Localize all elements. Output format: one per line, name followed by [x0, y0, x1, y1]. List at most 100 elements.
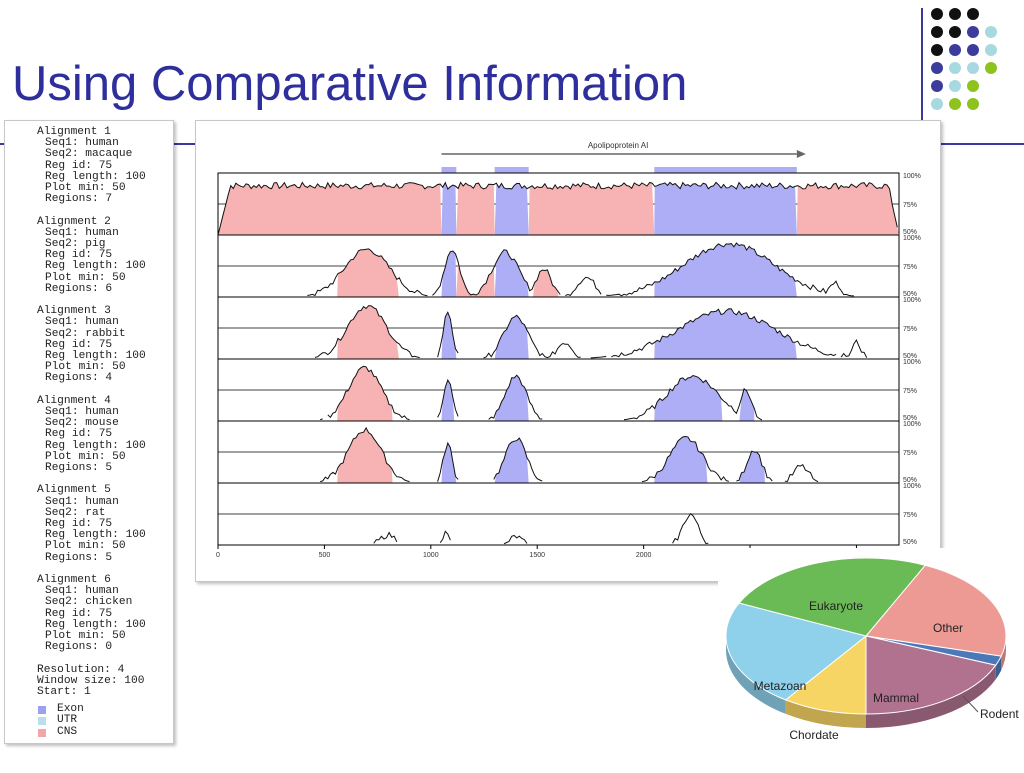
legend-line: Plot min: 50: [45, 271, 126, 284]
legend-line: Reg length: 100: [45, 170, 146, 183]
legend-line: Seq1: human: [45, 406, 119, 418]
legend-line: Alignment 2: [37, 215, 111, 228]
decor-dot: [967, 80, 979, 92]
decor-dot: [949, 80, 961, 92]
legend-line: Reg id: 75: [45, 607, 113, 620]
legend-line: Seq2: pig: [45, 238, 106, 250]
exon-region: [654, 182, 797, 235]
conservation-curve: [314, 305, 868, 359]
exon-region: [441, 380, 455, 421]
decor-dot: [949, 8, 961, 20]
decor-dot: [931, 98, 943, 110]
exon-region: [494, 375, 529, 421]
legend-line: Reg length: 100: [45, 260, 146, 273]
pie-label-eukaryote: Eukaryote: [809, 599, 863, 613]
legend-line: Reg id: 75: [45, 159, 113, 172]
x-tick-label: 1500: [529, 552, 545, 559]
exon-region: [654, 243, 797, 297]
pie-side-other: [1001, 636, 1006, 671]
legend-line: Alignment 5: [37, 484, 111, 497]
legend-key-label: CNS: [57, 725, 78, 738]
legend-line: Regions: 5: [45, 551, 113, 564]
decor-dot: [931, 44, 943, 56]
decor-dot: [949, 26, 961, 38]
decor-vertical-rule: [921, 8, 923, 144]
exon-region: [441, 251, 457, 297]
exon-region: [494, 249, 529, 297]
decor-dot: [985, 26, 997, 38]
exon-region: [494, 183, 529, 235]
x-tick-label: 0: [216, 552, 220, 559]
legend-line: Seq1: human: [45, 495, 119, 508]
exon-region: [739, 451, 765, 483]
x-tick-label: 500: [319, 552, 331, 559]
x-tick-label: 2000: [636, 552, 652, 559]
cns-region: [456, 261, 495, 297]
exon-region: [441, 312, 457, 359]
pie-chart-panel: Eukaryote Other Metazoan Mammal Rodent Chorda…: [718, 548, 1024, 768]
pie-slice-mammal: [865, 635, 997, 715]
legend-swatch-exon: [38, 706, 46, 715]
exon-region: [441, 443, 457, 483]
decor-dot: [967, 8, 979, 20]
legend-line: Regions: 0: [45, 641, 113, 654]
decor-dot: [949, 62, 961, 74]
decor-dot: [931, 8, 943, 20]
exon-region: [494, 315, 529, 359]
exon-region: [441, 182, 457, 235]
cns-region: [456, 182, 495, 235]
legend-line: Regions: 5: [45, 462, 113, 474]
vista-plot: Apolipoprotein AI100%75%50%100%75%50%100…: [216, 141, 921, 559]
alignment-legend-panel: Alignment 1 Seq1: human Seq2: macaque Reg i…: [4, 120, 174, 744]
legend-line: Reg length: 100: [45, 350, 146, 362]
legend-line: Reg length: 100: [45, 529, 146, 542]
pie-label-metazoan: Metazoan: [754, 679, 807, 693]
pct-label-100: 100%: [903, 359, 921, 366]
pie-label-rodent: Rodent: [980, 707, 1019, 721]
decor-dot: [967, 62, 979, 74]
decor-dot: [967, 26, 979, 38]
exon-marker: [441, 167, 457, 173]
legend-line: Plot min: 50: [45, 182, 126, 194]
decor-dot: [967, 44, 979, 56]
pie-slice-chordate: [784, 634, 867, 715]
exon-region: [494, 438, 529, 483]
cns-region: [337, 248, 399, 297]
conservation-curve: [307, 242, 854, 297]
legend-line: Regions: 4: [45, 372, 113, 385]
exon-region: [654, 436, 708, 483]
legend-line: Alignment 1: [37, 126, 111, 138]
pct-label-100: 100%: [903, 297, 921, 304]
legend-line: Alignment 3: [37, 305, 111, 318]
legend-line: Reg length: 100: [45, 439, 146, 452]
conservation-curve: [373, 512, 709, 545]
legend-key-label: Exon: [57, 703, 84, 716]
cns-region: [528, 182, 655, 235]
slide-title: Using Comparative Information: [12, 57, 688, 111]
pct-label-75: 75%: [903, 264, 917, 271]
cns-region: [337, 366, 393, 421]
conservation-curve: [320, 365, 763, 421]
legend-line: Plot min: 50: [45, 450, 126, 463]
taxonomy-pie: Eukaryote Other Metazoan Mammal Rodent Chorda…: [725, 557, 1019, 742]
pct-label-100: 100%: [903, 173, 921, 180]
legend-line: Seq2: mouse: [45, 417, 119, 430]
legend-line: Seq2: macaque: [45, 148, 133, 161]
decor-dot: [985, 62, 997, 74]
conservation-curve: [320, 426, 819, 483]
exon-marker: [494, 167, 529, 173]
legend-line: Seq2: chicken: [45, 596, 133, 609]
conservation-curve: [217, 181, 898, 236]
legend-line: Plot min: 50: [45, 630, 126, 642]
legend-line: Regions: 6: [45, 282, 113, 295]
exon-region: [654, 308, 797, 359]
legend-line: Reg id: 75: [45, 428, 113, 441]
x-tick-label: 1000: [423, 552, 439, 559]
pct-label-75: 75%: [903, 512, 917, 519]
legend-line: Start: 1: [37, 686, 91, 698]
legend-line: Seq2: rat: [45, 506, 106, 519]
pct-label-50: 50%: [903, 539, 917, 546]
legend-line: Seq2: rabbit: [45, 327, 126, 340]
decor-dot: [967, 98, 979, 110]
legend-line: Seq1: human: [45, 316, 119, 329]
